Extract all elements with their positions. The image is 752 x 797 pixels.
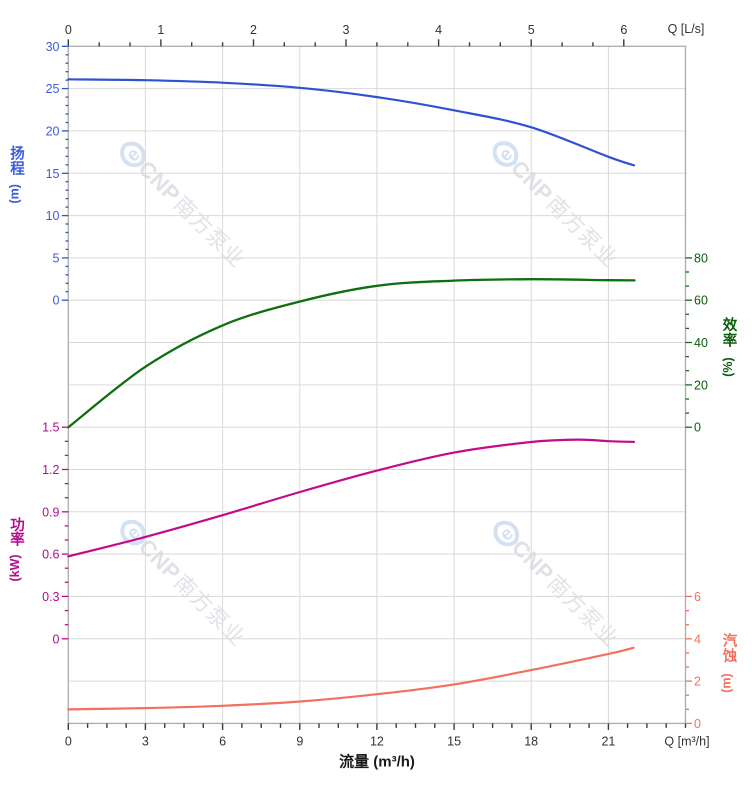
- svg-text:功: 功: [10, 517, 25, 534]
- svg-text:25: 25: [46, 82, 60, 96]
- svg-text:0: 0: [53, 632, 60, 646]
- svg-text:0: 0: [694, 717, 701, 731]
- svg-text:4: 4: [435, 23, 442, 37]
- svg-text:6: 6: [219, 735, 226, 749]
- svg-text:21: 21: [601, 735, 615, 749]
- svg-text:率: 率: [10, 531, 25, 549]
- svg-text:(kW): (kW): [8, 554, 22, 581]
- svg-text:4: 4: [694, 632, 701, 646]
- svg-text:0: 0: [53, 294, 60, 308]
- svg-text:80: 80: [694, 251, 708, 265]
- svg-text:2: 2: [694, 675, 701, 689]
- svg-text:3: 3: [343, 23, 350, 37]
- svg-text:扬: 扬: [10, 145, 25, 163]
- svg-text:1.2: 1.2: [42, 463, 59, 477]
- svg-text:0.6: 0.6: [42, 548, 59, 562]
- svg-text:率: 率: [723, 332, 738, 350]
- svg-text:12: 12: [370, 735, 384, 749]
- svg-text:9: 9: [296, 735, 303, 749]
- svg-text:1.5: 1.5: [42, 421, 59, 435]
- svg-text:0: 0: [694, 421, 701, 435]
- svg-text:(m): (m): [8, 184, 22, 203]
- svg-text:流量 (m³/h): 流量 (m³/h): [339, 753, 415, 771]
- svg-text:程: 程: [10, 161, 25, 178]
- svg-text:6: 6: [620, 23, 627, 37]
- svg-text:30: 30: [46, 40, 60, 54]
- svg-text:0.9: 0.9: [42, 505, 59, 519]
- svg-text:Q [L/s]: Q [L/s]: [668, 22, 705, 36]
- svg-text:3: 3: [142, 735, 149, 749]
- svg-text:15: 15: [46, 167, 60, 181]
- svg-text:60: 60: [694, 294, 708, 308]
- svg-text:40: 40: [694, 336, 708, 350]
- svg-text:20: 20: [694, 378, 708, 392]
- svg-text:20: 20: [46, 124, 60, 138]
- svg-text:6: 6: [694, 590, 701, 604]
- svg-text:15: 15: [447, 735, 461, 749]
- svg-text:0: 0: [65, 23, 72, 37]
- svg-text:5: 5: [528, 23, 535, 37]
- svg-text:0: 0: [65, 735, 72, 749]
- svg-text:(%): (%): [721, 357, 735, 376]
- svg-text:蚀: 蚀: [722, 647, 738, 665]
- svg-text:5: 5: [53, 251, 60, 265]
- svg-text:Q [m³/h]: Q [m³/h]: [664, 735, 709, 749]
- svg-text:18: 18: [524, 735, 538, 749]
- svg-text:汽: 汽: [723, 632, 738, 650]
- svg-text:(m): (m): [720, 673, 734, 692]
- svg-text:2: 2: [250, 23, 257, 37]
- svg-text:0.3: 0.3: [42, 590, 59, 604]
- svg-text:效: 效: [723, 316, 738, 334]
- svg-text:10: 10: [46, 209, 60, 223]
- svg-text:1: 1: [157, 23, 164, 37]
